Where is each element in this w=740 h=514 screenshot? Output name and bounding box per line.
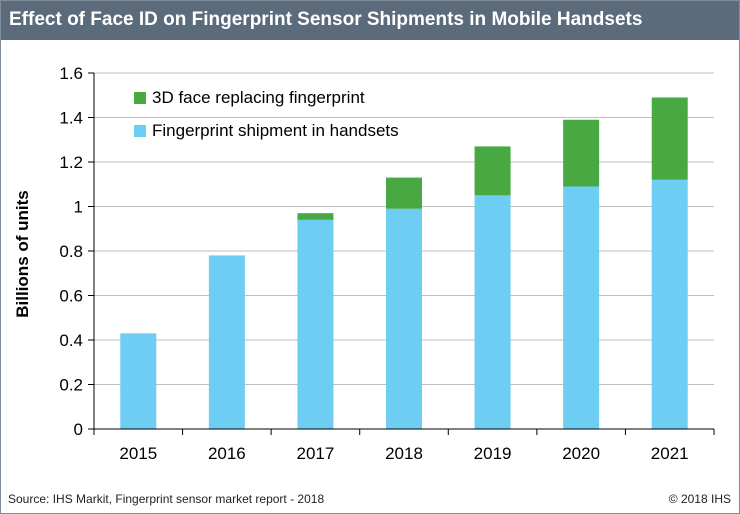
x-tick-label: 2016 xyxy=(208,444,246,463)
bar-segment xyxy=(563,186,600,429)
legend-swatch xyxy=(134,125,146,137)
y-tick-label: 1.4 xyxy=(59,109,83,128)
legend-label: Fingerprint shipment in handsets xyxy=(152,121,399,140)
title-bar: Effect of Face ID on Fingerprint Sensor … xyxy=(1,1,739,40)
legend-label: 3D face replacing fingerprint xyxy=(152,88,365,107)
copyright-note: © 2018 IHS xyxy=(668,492,731,506)
y-tick-label: 0 xyxy=(74,420,83,439)
y-tick-label: 0.2 xyxy=(59,376,83,395)
bar-segment xyxy=(297,219,334,429)
bar-segment xyxy=(651,97,688,180)
bar-segment xyxy=(208,255,245,429)
bar-segment xyxy=(474,195,511,429)
y-tick-label: 0.6 xyxy=(59,287,83,306)
y-tick-label: 0.8 xyxy=(59,242,83,261)
bar-segment xyxy=(120,333,157,429)
x-tick-label: 2020 xyxy=(562,444,600,463)
bar-segment xyxy=(474,146,511,196)
x-tick-label: 2018 xyxy=(385,444,423,463)
chart-title: Effect of Face ID on Fingerprint Sensor … xyxy=(9,9,643,30)
chart-plot: 0 0.2 0.4 0.6 0.8 1 1.2 1.4 1.6 Billions of units… xyxy=(13,64,715,463)
x-tick-label: 2017 xyxy=(297,444,335,463)
bar-segment xyxy=(386,208,422,429)
x-tick-label: 2021 xyxy=(651,444,689,463)
y-tick-label: 1.6 xyxy=(59,64,83,83)
bar-segment xyxy=(651,179,688,429)
y-axis-title: Billions of units xyxy=(13,190,32,318)
bar-segment xyxy=(297,213,334,220)
legend-swatch xyxy=(134,92,146,104)
bar-segment xyxy=(386,177,422,209)
y-tick-label: 0.4 xyxy=(59,331,83,350)
x-tick-label: 2019 xyxy=(474,444,512,463)
source-note: Source: IHS Markit, Fingerprint sensor m… xyxy=(8,492,325,506)
y-tick-label: 1.2 xyxy=(59,153,83,172)
bar-segment xyxy=(563,119,600,187)
y-tick-label: 1 xyxy=(74,198,83,217)
x-tick-label: 2015 xyxy=(119,444,157,463)
